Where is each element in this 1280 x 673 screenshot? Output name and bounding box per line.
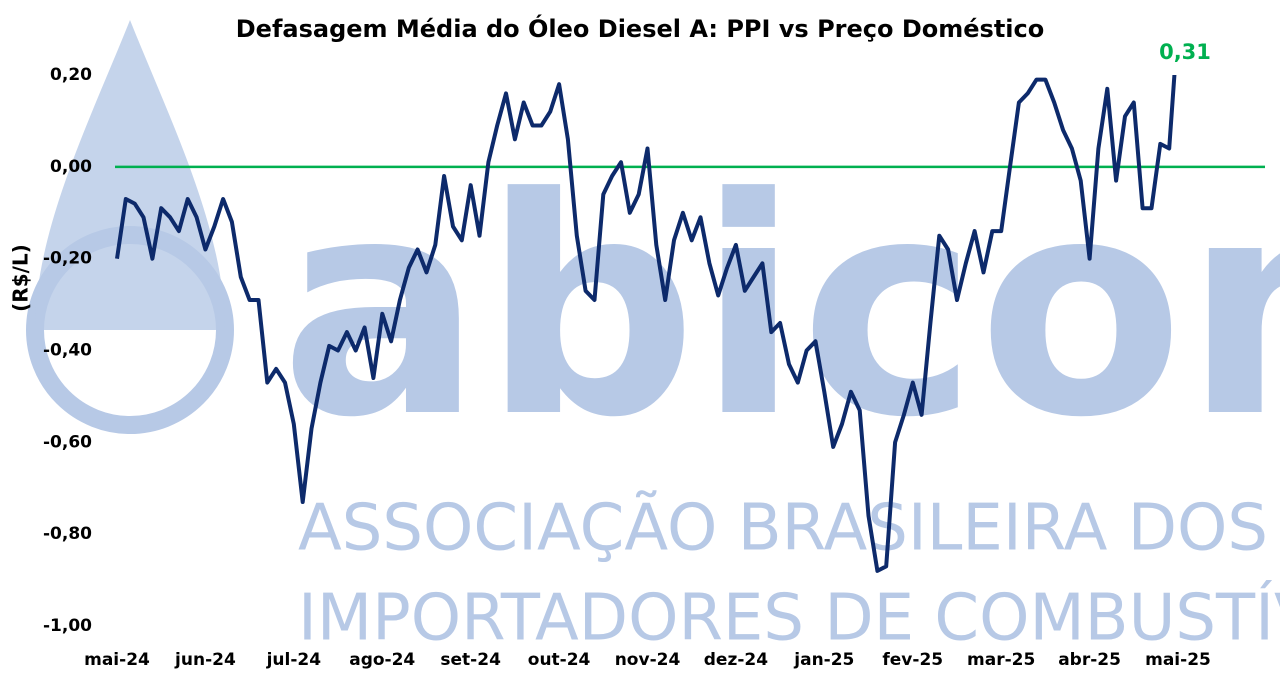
watermark-drop	[35, 20, 225, 330]
y-tick-label: -1,00	[43, 616, 92, 636]
watermark: abicom ASSOCIAÇÃO BRASILEIRA DOS IMPORTA…	[26, 20, 1280, 656]
x-tick-label: ago-24	[349, 650, 415, 670]
chart-title: Defasagem Média do Óleo Diesel A: PPI vs…	[236, 13, 1045, 43]
y-tick-label: -0,80	[43, 524, 92, 544]
y-tick-label: -0,60	[43, 432, 92, 452]
x-tick-label: jun-24	[174, 650, 236, 670]
watermark-text: ASSOCIAÇÃO BRASILEIRA DOS	[298, 491, 1268, 566]
x-tick-label: out-24	[528, 650, 591, 670]
watermark-text: IMPORTADORES DE COMBUSTÍVEIS	[298, 580, 1280, 656]
x-tick-label: mar-25	[967, 650, 1035, 670]
x-tick-label: fev-25	[882, 650, 943, 670]
y-axis-label: (R$/L)	[9, 244, 33, 312]
x-tick-label: set-24	[440, 650, 501, 670]
x-tick-label: dez-24	[704, 650, 768, 670]
x-tick-label: jan-25	[793, 650, 854, 670]
x-tick-label: jul-24	[266, 650, 322, 670]
watermark-text: abicom	[280, 134, 1280, 483]
y-tick-label: 0,00	[50, 157, 92, 177]
data-line	[115, 75, 1177, 573]
x-tick-label: nov-24	[615, 650, 681, 670]
x-tick-label: abr-25	[1058, 650, 1121, 670]
y-tick-label: -0,40	[43, 341, 92, 361]
y-tick-label: -0,20	[43, 249, 92, 269]
x-tick-label: mai-25	[1145, 650, 1211, 670]
annotation: 0,31	[1159, 40, 1211, 64]
x-tick-label: mai-24	[84, 650, 150, 670]
y-tick-label: 0,20	[50, 65, 92, 85]
